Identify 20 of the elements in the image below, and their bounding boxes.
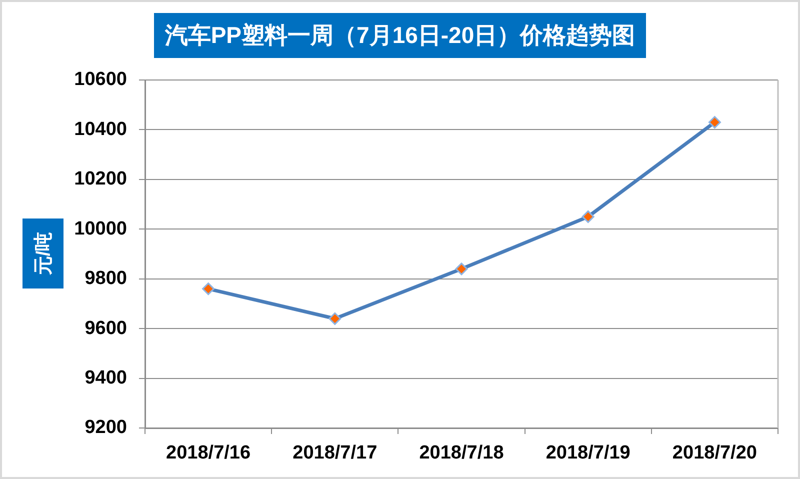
x-tick-label: 2018/7/18 (419, 442, 504, 464)
point (708, 116, 721, 129)
y-tick-label: 10400 (74, 118, 127, 140)
point (455, 262, 468, 276)
y-tick-label: 9600 (84, 318, 127, 339)
x-tick-label: 2018/7/20 (672, 442, 757, 464)
point (202, 282, 215, 296)
y-tick-label: 10200 (74, 168, 127, 190)
y-tick-label: 9400 (84, 368, 127, 389)
x-tick-label: 2018/7/19 (546, 442, 630, 464)
point (582, 210, 594, 223)
x-tick-label: 2018/7/17 (292, 442, 378, 464)
y-axis-title: 元/吨 (22, 218, 63, 288)
y-tick-label: 10000 (74, 218, 127, 240)
y-tick-label: 10600 (74, 69, 127, 90)
chart-title: 汽车PP塑料一周（7月16日-20日）价格趋势图 (154, 13, 646, 58)
x-tick-label: 2018/7/16 (166, 442, 251, 464)
y-tick-label: 9800 (84, 268, 127, 290)
y-tick-label: 9200 (84, 417, 127, 438)
point (328, 312, 342, 325)
